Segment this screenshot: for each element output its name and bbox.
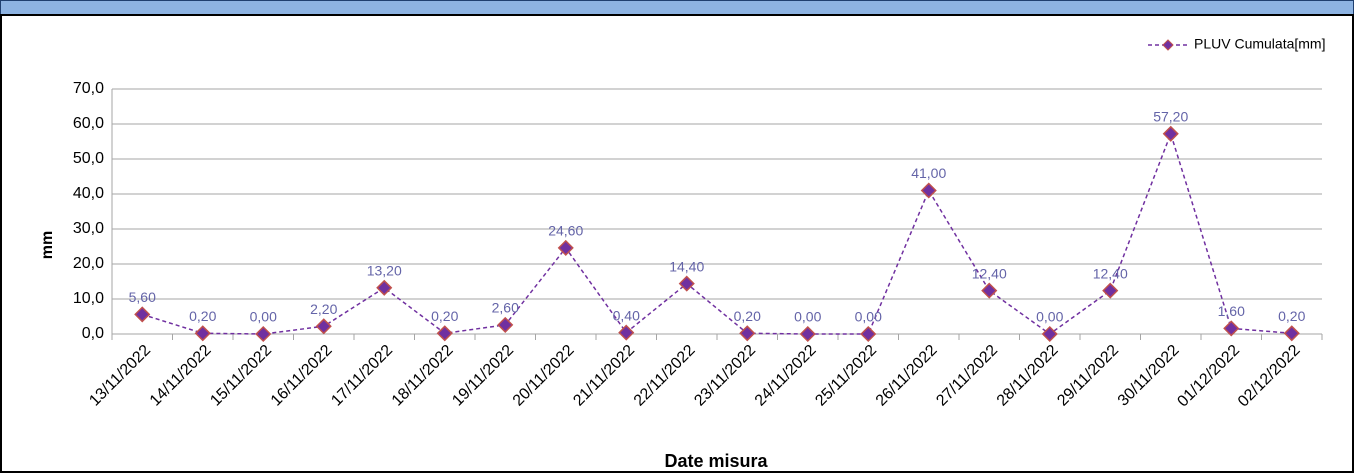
data-point bbox=[315, 318, 332, 335]
data-point bbox=[255, 325, 272, 343]
data-label: 0,20 bbox=[431, 308, 458, 324]
y-tick-label: 50,0 bbox=[73, 150, 104, 167]
y-tick-label: 20,0 bbox=[73, 255, 104, 272]
data-label: 12,40 bbox=[972, 265, 1007, 281]
data-label: 12,40 bbox=[1093, 265, 1128, 281]
data-label: 24,60 bbox=[548, 223, 583, 239]
data-label: 14,40 bbox=[669, 258, 704, 274]
data-label: 2,20 bbox=[310, 301, 337, 317]
data-label: 0,40 bbox=[613, 307, 640, 323]
y-tick-label: 70,0 bbox=[73, 80, 104, 97]
data-point bbox=[1283, 325, 1300, 342]
data-point bbox=[678, 275, 695, 292]
legend-label: PLUV Cumulata[mm] bbox=[1194, 36, 1325, 52]
y-tick-label: 60,0 bbox=[73, 115, 104, 132]
y-tick-label: 40,0 bbox=[73, 185, 104, 202]
y-tick-label: 0,0 bbox=[82, 325, 104, 342]
panel bbox=[0, 14, 1354, 473]
data-label: 2,60 bbox=[492, 300, 519, 316]
data-label: 0,00 bbox=[855, 309, 882, 325]
data-label: 5,60 bbox=[129, 289, 156, 305]
data-point bbox=[497, 316, 514, 333]
data-label: 57,20 bbox=[1153, 109, 1188, 125]
data-label: 13,20 bbox=[367, 263, 402, 279]
data-label: 0,20 bbox=[1278, 308, 1305, 324]
data-label: 0,20 bbox=[189, 308, 216, 324]
data-point bbox=[1041, 325, 1058, 343]
y-tick-label: 10,0 bbox=[73, 290, 104, 307]
data-point bbox=[1223, 320, 1240, 337]
data-point bbox=[436, 325, 453, 342]
data-label: 0,00 bbox=[1036, 309, 1063, 325]
data-point bbox=[1102, 282, 1119, 299]
data-point bbox=[134, 306, 151, 323]
y-tick-label: 30,0 bbox=[73, 220, 104, 237]
data-point bbox=[799, 325, 816, 343]
data-point bbox=[557, 239, 574, 256]
legend-marker bbox=[1162, 39, 1174, 51]
series-line bbox=[142, 131, 1292, 335]
data-label: 0,00 bbox=[250, 309, 277, 325]
data-label: 0,00 bbox=[794, 309, 821, 325]
data-point bbox=[920, 182, 937, 199]
data-point bbox=[981, 282, 998, 299]
data-point bbox=[1162, 125, 1179, 142]
data-label: 0,20 bbox=[734, 308, 761, 324]
y-axis-title: mm bbox=[39, 231, 56, 259]
data-point bbox=[739, 325, 756, 342]
header-bar bbox=[0, 0, 1354, 15]
data-point bbox=[860, 325, 877, 343]
data-point bbox=[376, 279, 393, 296]
x-axis-title: Date misura bbox=[664, 451, 768, 471]
data-label: 41,00 bbox=[911, 165, 946, 181]
data-label: 1,60 bbox=[1218, 303, 1245, 319]
data-point bbox=[194, 325, 211, 342]
data-point bbox=[618, 324, 635, 341]
